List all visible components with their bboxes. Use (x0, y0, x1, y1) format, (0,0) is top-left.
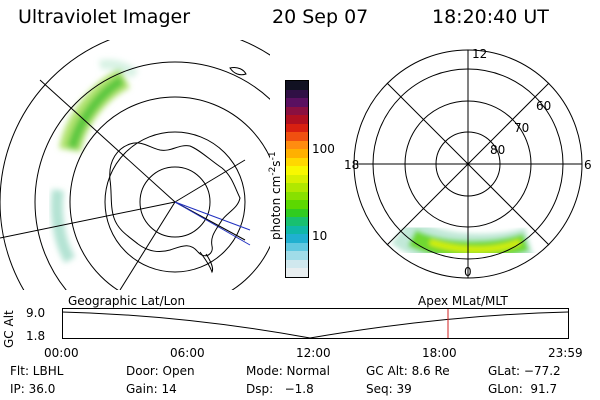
colorbar-segment (286, 132, 308, 141)
colorbar-tick-100: 100 (312, 142, 335, 156)
x-tick-1800: 18:00 (422, 346, 457, 360)
colorbar-segment (286, 89, 308, 99)
gain-info: Gain: 14 (126, 382, 177, 396)
aurora-emission-geo (50, 59, 139, 264)
colorbar-segment (286, 157, 308, 167)
dsp-info: Dsp: −1.8 (246, 382, 314, 396)
glat-info: GLat: −77.2 (488, 364, 561, 378)
colorbar-segment (286, 149, 308, 158)
colorbar-segment (286, 242, 308, 252)
mode-info: Mode: Normal (246, 364, 330, 378)
colorbar-segment (286, 191, 308, 201)
ip-info: IP: 36.0 (10, 382, 56, 396)
apex-mlat-mlt-label: Apex MLat/MLT (418, 294, 508, 308)
timeline-y-bottom: 1.8 (26, 329, 46, 343)
colorbar-segment (286, 123, 308, 133)
x-tick-0600: 06:00 (170, 346, 205, 360)
colorbar-tick-10: 10 (312, 229, 328, 243)
mlt-label-0: 0 (464, 265, 472, 279)
mlt-label-18: 18 (344, 158, 359, 172)
orbit-timeline (62, 308, 569, 339)
colorbar-segment (286, 234, 308, 243)
x-tick-0000: 00:00 (44, 346, 79, 360)
mlat-label-70: 70 (514, 121, 529, 135)
colorbar-segment (286, 140, 308, 150)
colorbar-segment (286, 166, 308, 175)
colorbar-segment (286, 208, 308, 218)
seq-info: Seq: 39 (366, 382, 412, 396)
time-label: 18:20:40 UT (432, 6, 549, 28)
colorbar-segment (286, 174, 308, 184)
timeline-y-top: 9.0 (26, 306, 46, 320)
colorbar-segment (286, 225, 308, 235)
antarctica-outline (109, 142, 241, 257)
x-tick-1200: 12:00 (296, 346, 331, 360)
colorbar-unit-label: photon cm-2s-1 (268, 151, 283, 240)
aurora-emission-mlt (391, 215, 535, 268)
geographic-latlon-label: Geographic Lat/Lon (68, 294, 186, 308)
colorbar-segment (286, 259, 308, 269)
colorbar-segment (286, 268, 308, 277)
colorbar-segment (286, 106, 308, 116)
mlt-label-12: 12 (472, 47, 487, 61)
colorbar (285, 80, 309, 278)
mlat-label-80: 80 (490, 143, 505, 157)
door-info: Door: Open (126, 364, 195, 378)
date-label: 20 Sep 07 (272, 6, 369, 28)
colorbar-segment (286, 200, 308, 209)
colorbar-segment (286, 98, 308, 107)
mlt-label-6: 6 (584, 158, 592, 172)
mlt-polar-map: 12 18 6 0 60 70 80 (344, 47, 592, 279)
colorbar-segment (286, 217, 308, 226)
mlat-label-60: 60 (536, 99, 551, 113)
gc-altitude-curve (62, 311, 569, 339)
gcalt-info: GC Alt: 8.6 Re (366, 364, 450, 378)
glon-info: GLon: 91.7 (488, 382, 558, 396)
gc-alt-axis-title: GC Alt (2, 310, 16, 348)
colorbar-segment (286, 183, 308, 192)
instrument-title: Ultraviolet Imager (18, 6, 191, 28)
colorbar-segment (286, 81, 308, 90)
geographic-map (0, 40, 270, 290)
colorbar-segment (286, 251, 308, 260)
flt-info: Flt: LBHL (10, 364, 64, 378)
x-tick-2359: 23:59 (548, 346, 583, 360)
colorbar-segment (286, 115, 308, 124)
